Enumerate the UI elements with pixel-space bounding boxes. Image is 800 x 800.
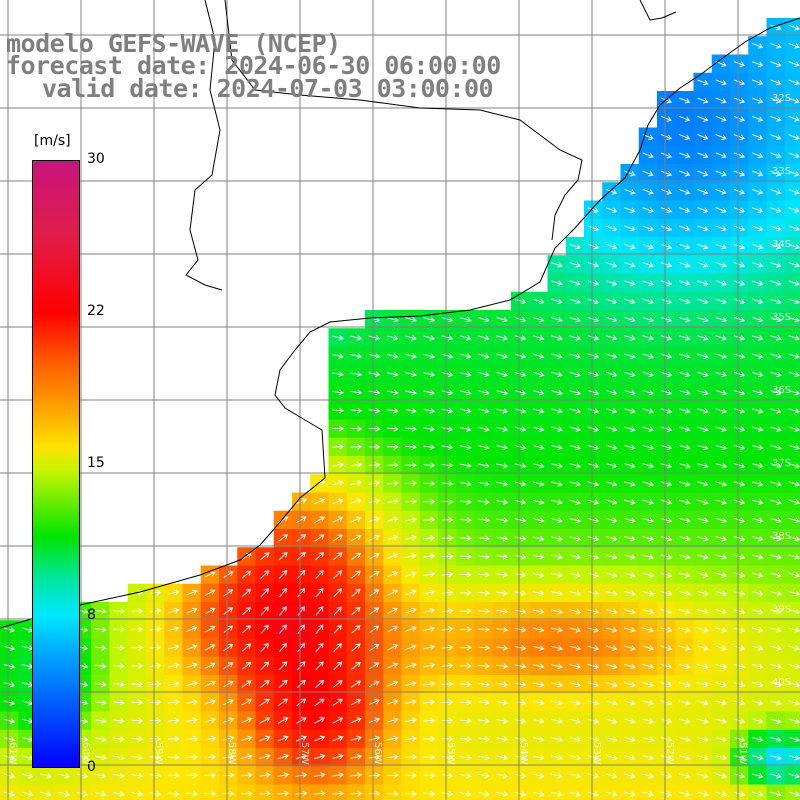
lat-label-40s: 40S	[772, 677, 792, 688]
colorbar-unit: [m/s]	[34, 133, 71, 149]
valid-date: valid date: 2024-07-03 03:00:00	[42, 74, 494, 103]
colorbar-tick-15: 15	[87, 455, 105, 471]
colorbar-tick-0: 0	[87, 759, 96, 775]
lon-label-60w: 60W	[80, 742, 91, 765]
colorbar	[32, 160, 80, 768]
lon-label-56w: 56W	[372, 742, 383, 765]
lat-label-39s: 39S	[772, 604, 792, 615]
lon-label-59w: 59W	[153, 742, 164, 765]
country-borders	[185, 0, 677, 291]
wind-vectors	[3, 24, 800, 797]
lon-label-52w: 52W	[664, 742, 675, 765]
lon-label-54w: 54W	[518, 742, 529, 765]
lat-label-34s: 34S	[772, 239, 792, 250]
lon-label-57w: 57W	[299, 742, 310, 765]
lat-label-38s: 38S	[772, 531, 792, 542]
lat-label-37s: 37S	[772, 458, 792, 469]
colorbar-tick-8: 8	[87, 607, 96, 623]
lat-label-32s: 32S	[772, 93, 792, 104]
forecast-date: forecast date: 2024-06-30 06:00:00	[6, 51, 501, 80]
lat-label-35s: 35S	[772, 312, 792, 323]
lon-label-55w: 55W	[445, 742, 456, 765]
lon-label-53w: 53W	[591, 742, 602, 765]
lon-label-61w: 61W	[7, 742, 18, 765]
colorbar-tick-22: 22	[87, 303, 105, 319]
lat-label-36s: 36S	[772, 385, 792, 396]
colorbar-tick-30: 30	[87, 151, 105, 167]
lon-label-58w: 58W	[226, 742, 237, 765]
lat-label-33s: 33S	[772, 166, 792, 177]
model-title: modelo GEFS-WAVE (NCEP)	[6, 29, 341, 58]
lon-label-51w: 51W	[737, 742, 748, 765]
coastline	[0, 17, 800, 629]
